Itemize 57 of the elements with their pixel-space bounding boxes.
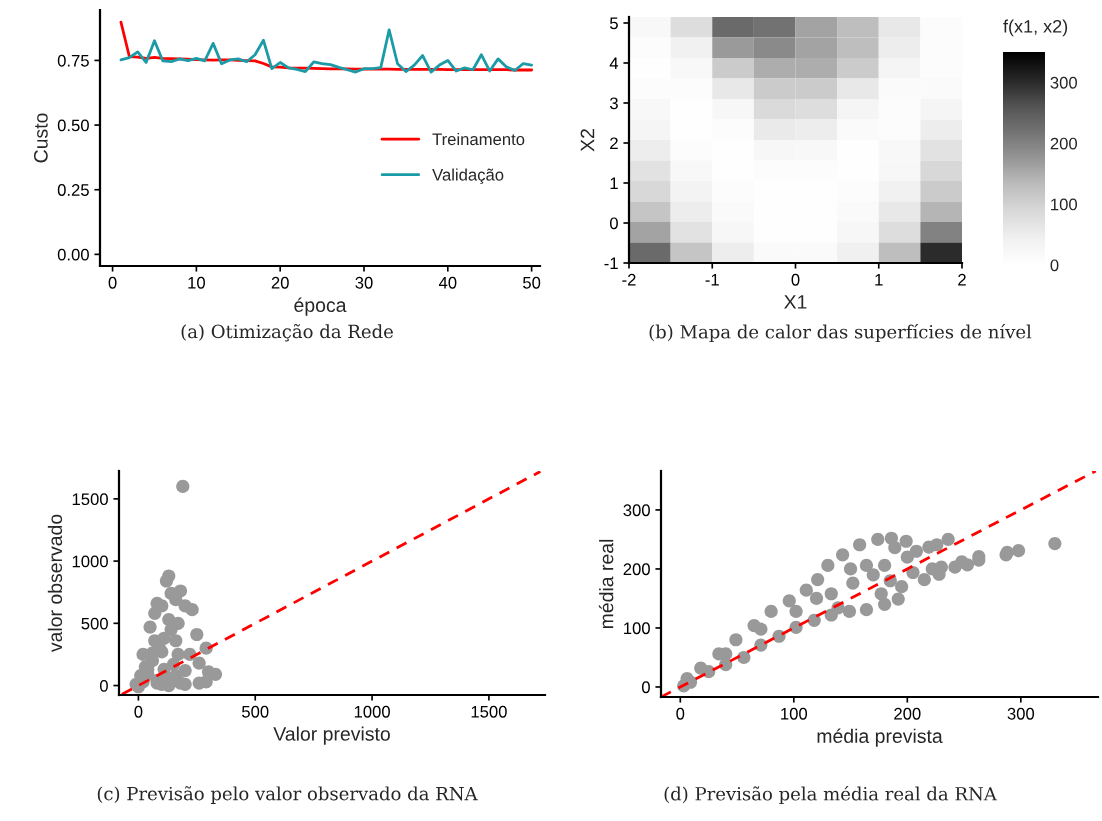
y-tick-label: 0.75	[57, 54, 89, 67]
y-tick-label: 2	[610, 137, 618, 150]
legend-label: Validação	[432, 168, 504, 185]
y-tick-label: 200	[623, 563, 650, 576]
y-tick-label: 1000	[72, 555, 108, 568]
x-axis-title: média prevista	[817, 728, 943, 747]
y-tick-label: -1	[604, 257, 618, 270]
x-tick-label: 500	[242, 705, 269, 718]
x-tick-label: 0	[791, 273, 800, 286]
y-tick-label: 500	[81, 617, 108, 630]
text: (c) Previsão pelo valor observado da RNA	[97, 786, 478, 804]
y-tick-label: 0	[609, 217, 618, 230]
x-tick-label: 2	[958, 273, 966, 286]
y-tick-label: 1	[610, 177, 618, 190]
y-tick-label: 0.00	[57, 248, 89, 261]
y-axis-title: média real	[598, 539, 614, 629]
text: (a) Otimização da Rede	[181, 323, 393, 342]
x-tick-label: 1	[875, 274, 883, 286]
x-tick-label: -1	[705, 274, 719, 286]
x-tick-label: 0	[134, 705, 143, 718]
x-axis-title: Valor previsto	[273, 726, 390, 745]
y-tick-label: 0	[99, 679, 108, 692]
x-tick-label: 0	[676, 707, 685, 720]
legend-label: Treinamento	[432, 132, 525, 146]
x-tick-label: 50	[523, 276, 541, 289]
y-tick-label: 0.25	[57, 184, 89, 196]
x-axis-title: época	[294, 297, 347, 316]
text: (b) Mapa de calor das superfícies de nível	[649, 323, 1032, 343]
y-tick-label: 0.50	[57, 119, 89, 132]
x-tick-label: 100	[781, 707, 808, 720]
color-bar-title: f(x1, x2)	[1003, 19, 1068, 37]
y-axis-title: X2	[580, 129, 595, 152]
x-tick-label: -2	[622, 273, 636, 286]
x-tick-label: 1500	[471, 705, 507, 718]
color-bar-label: 300	[1050, 76, 1078, 89]
x-tick-label: 40	[438, 276, 457, 289]
y-axis-title: Custo	[33, 113, 48, 163]
x-tick-label: 10	[188, 276, 205, 289]
color-bar-label: 200	[1050, 137, 1078, 150]
color-bar-label: 0	[1050, 259, 1059, 272]
x-tick-label: 30	[355, 276, 373, 289]
x-tick-label: 1000	[354, 705, 390, 718]
color-bar-label: 100	[1051, 198, 1078, 211]
y-tick-label: 1500	[72, 493, 108, 506]
x-tick-label: 200	[894, 707, 921, 720]
x-tick-label: 20	[271, 276, 289, 289]
y-tick-label: 3	[609, 97, 618, 110]
y-tick-label: 5	[609, 17, 618, 30]
y-tick-label: 0	[641, 681, 650, 694]
x-axis-title: X1	[784, 295, 807, 309]
text: (d) Previsão pela média real da RNA	[664, 785, 998, 805]
y-tick-label: 4	[609, 57, 619, 70]
x-tick-label: 300	[1007, 707, 1035, 720]
y-tick-label: 300	[623, 504, 650, 517]
x-tick-label: 0	[108, 276, 117, 289]
y-axis-title: valor observado	[47, 514, 63, 653]
y-tick-label: 100	[624, 622, 650, 635]
